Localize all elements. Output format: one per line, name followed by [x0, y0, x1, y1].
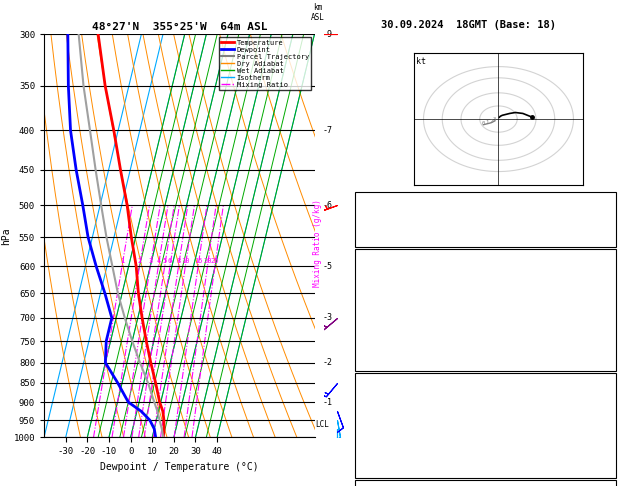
Text: CIN (J): CIN (J) — [362, 351, 402, 361]
Text: 6: 6 — [168, 258, 172, 264]
Text: Dewp (°C): Dewp (°C) — [362, 285, 413, 295]
X-axis label: Dewpoint / Temperature (°C): Dewpoint / Temperature (°C) — [100, 462, 259, 472]
Text: K: K — [362, 196, 367, 205]
Text: 44: 44 — [532, 442, 543, 451]
Text: 35: 35 — [532, 212, 543, 222]
Title: 30.09.2024  18GMT (Base: 18): 30.09.2024 18GMT (Base: 18) — [381, 20, 556, 31]
Text: Totals Totals: Totals Totals — [362, 212, 437, 222]
Text: -1: -1 — [323, 398, 332, 407]
Text: -2: -2 — [323, 358, 332, 367]
Y-axis label: hPa: hPa — [1, 227, 11, 244]
Text: 4: 4 — [156, 258, 160, 264]
Text: 0: 0 — [482, 121, 485, 126]
Title: 48°27'N  355°25'W  64m ASL: 48°27'N 355°25'W 64m ASL — [91, 22, 267, 32]
Text: 311: 311 — [532, 302, 548, 311]
Text: Most Unstable: Most Unstable — [448, 376, 523, 385]
Text: 44: 44 — [532, 335, 543, 344]
Text: 6: 6 — [532, 318, 537, 328]
Text: 2: 2 — [489, 119, 493, 124]
Text: 2: 2 — [137, 258, 142, 264]
Text: -6: -6 — [323, 201, 332, 209]
Text: km
ASL: km ASL — [311, 2, 325, 22]
Text: CAPE (J): CAPE (J) — [362, 442, 408, 451]
Text: Pressure (mb): Pressure (mb) — [362, 392, 437, 401]
Text: 5: 5 — [162, 258, 167, 264]
Text: 3: 3 — [493, 117, 496, 122]
Legend: Temperature, Dewpoint, Parcel Trajectory, Dry Adiabat, Wet Adiabat, Isotherm, Mi: Temperature, Dewpoint, Parcel Trajectory… — [220, 37, 311, 90]
Text: CAPE (J): CAPE (J) — [362, 335, 408, 344]
Text: -9: -9 — [323, 30, 332, 38]
Text: PW (cm): PW (cm) — [362, 229, 402, 238]
Text: 6: 6 — [532, 196, 537, 205]
Text: 25: 25 — [211, 258, 219, 264]
Text: Hodograph: Hodograph — [460, 483, 512, 486]
Text: CIN (J): CIN (J) — [362, 458, 402, 468]
Text: Temp (°C): Temp (°C) — [362, 269, 413, 278]
Text: 6: 6 — [532, 425, 537, 434]
Text: 10: 10 — [181, 258, 189, 264]
Text: θε (K): θε (K) — [362, 409, 396, 418]
Text: 15.1: 15.1 — [532, 269, 555, 278]
Text: 1005: 1005 — [532, 392, 555, 401]
Text: 311: 311 — [532, 409, 548, 418]
Text: Mixing Ratio (g/kg): Mixing Ratio (g/kg) — [313, 199, 322, 287]
Text: 11.6: 11.6 — [532, 285, 555, 295]
Text: Surface: Surface — [466, 252, 506, 261]
Text: -7: -7 — [323, 126, 332, 135]
Text: Lifted Index: Lifted Index — [362, 425, 431, 434]
Text: 3: 3 — [148, 258, 152, 264]
Text: 20: 20 — [203, 258, 212, 264]
Text: 1: 1 — [486, 120, 489, 125]
Text: © weatheronline.co.uk: © weatheronline.co.uk — [436, 472, 533, 481]
Text: kt: kt — [416, 57, 426, 66]
Text: LCL: LCL — [315, 420, 329, 429]
Text: 15: 15 — [194, 258, 203, 264]
Text: θε(K): θε(K) — [362, 302, 391, 311]
Text: 0: 0 — [532, 351, 537, 361]
Text: Lifted Index: Lifted Index — [362, 318, 431, 328]
Text: -3: -3 — [323, 313, 332, 322]
Text: 1.63: 1.63 — [532, 229, 555, 238]
Text: 1: 1 — [120, 258, 124, 264]
Text: 0: 0 — [532, 458, 537, 468]
Text: -5: -5 — [323, 262, 332, 271]
Text: 8: 8 — [176, 258, 181, 264]
